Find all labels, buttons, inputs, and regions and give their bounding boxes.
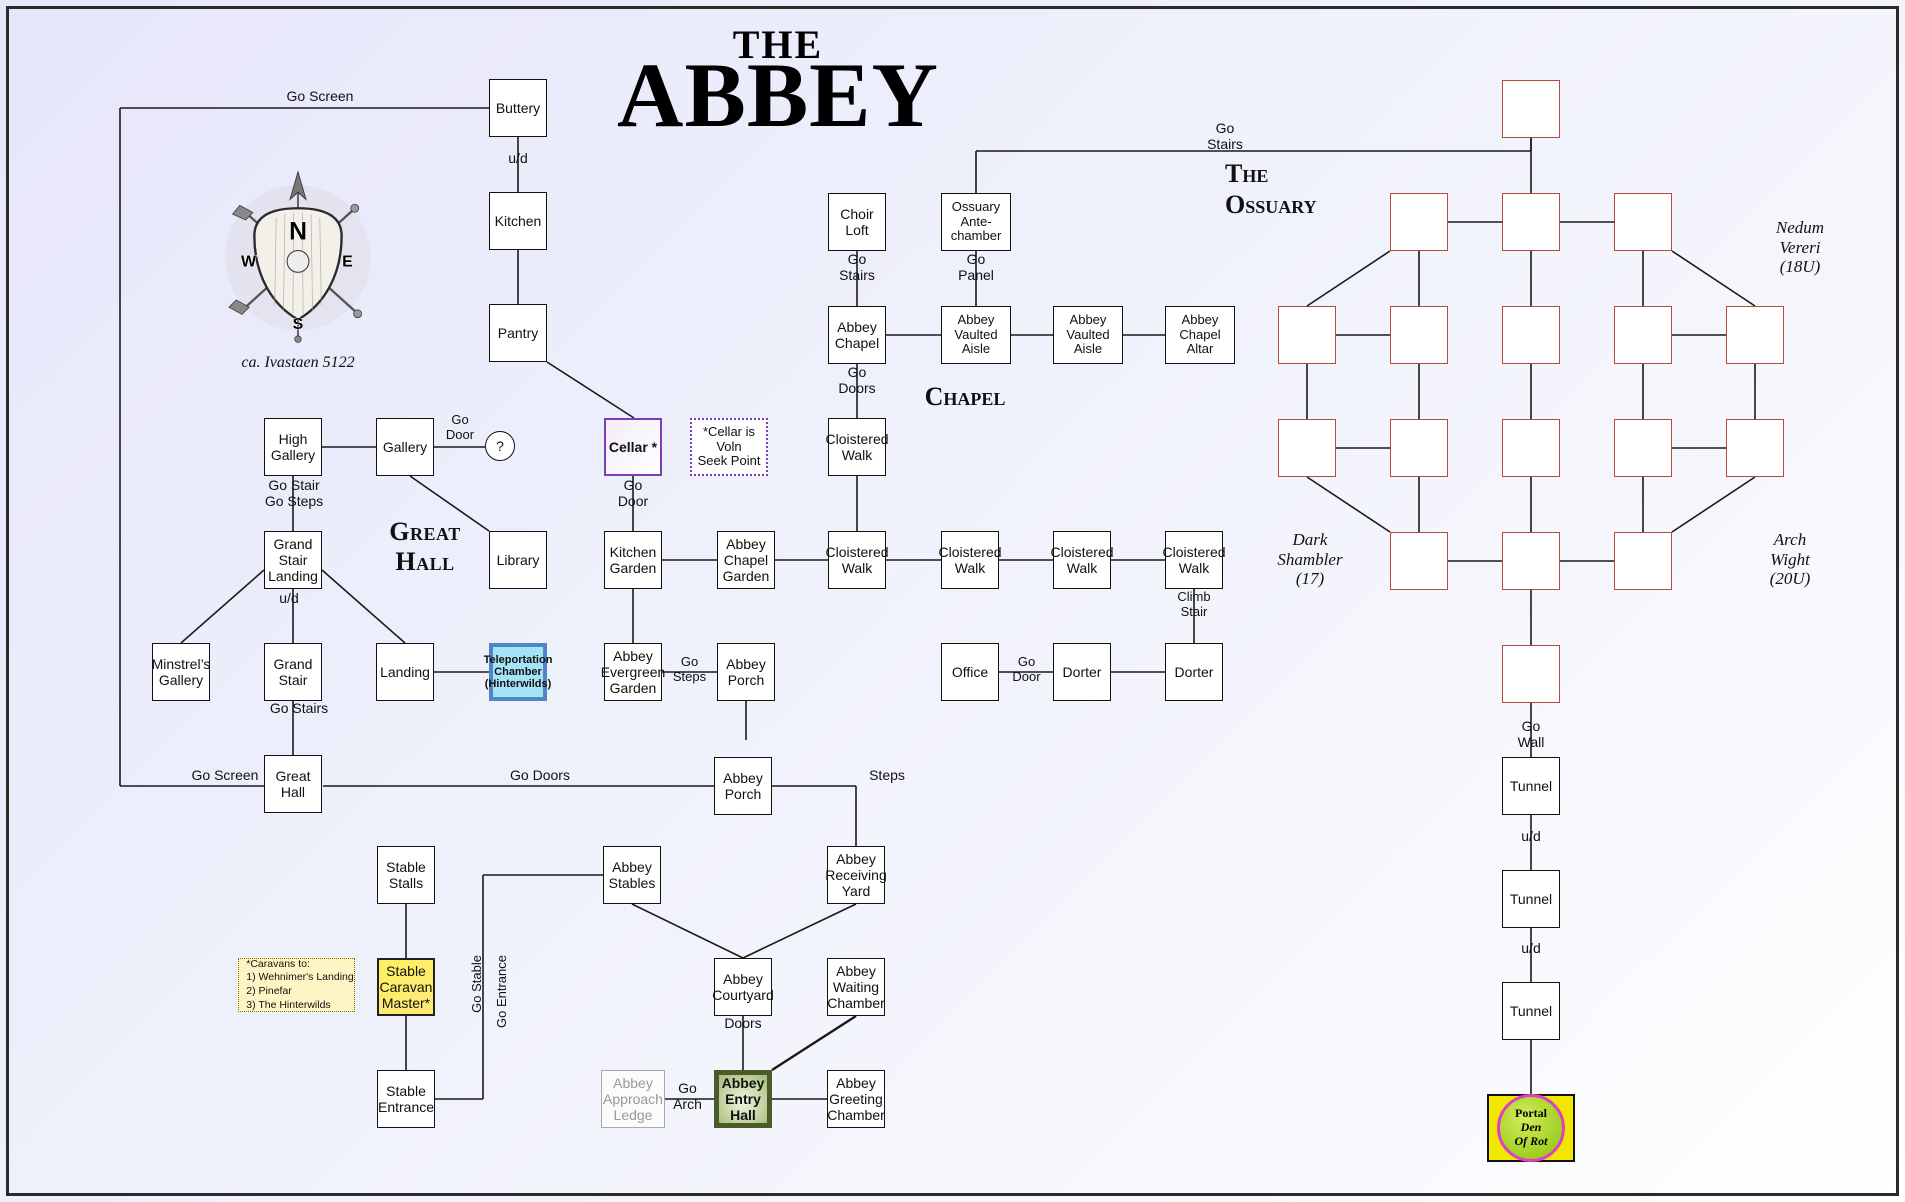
svg-text:E: E bbox=[342, 253, 353, 270]
svg-text:N: N bbox=[289, 219, 307, 246]
svg-text:W: W bbox=[241, 253, 257, 270]
svg-text:S: S bbox=[293, 316, 304, 333]
